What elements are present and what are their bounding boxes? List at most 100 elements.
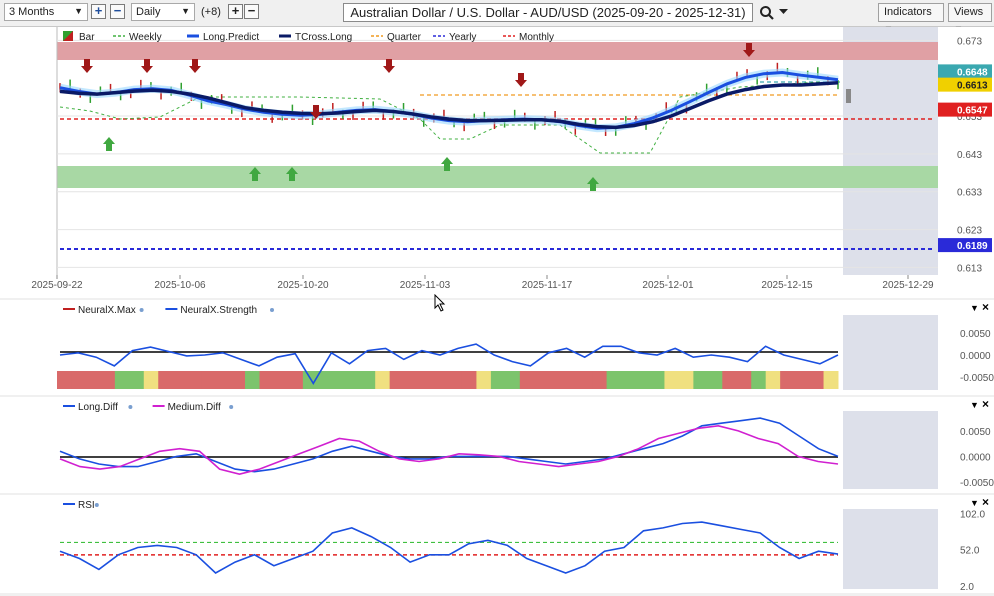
date-axis: 2025-09-22 2025-10-06 2025-10-20 2025-11-03… [31,275,934,291]
strength-blocks [57,371,839,389]
series-line-tcross-long [59,80,839,130]
strength-block [129,371,145,389]
indicators-button[interactable]: Indicators ▼ [878,3,944,34]
remove-button[interactable]: − [244,4,259,19]
diff-chart[interactable]: Long.Diff Medium.Diff 0.0050 0.0000 -0.0050… [0,397,994,493]
legend-label-tcross-long: TCross.Long [295,32,352,43]
price-tag-label: 0.6547 [957,106,988,117]
rsi-panel: RSI 102.0 52.0 2.0 ▼ × [0,495,994,593]
date-tick-label: 2025-11-03 [400,280,451,291]
strength-block [823,371,839,389]
legend-label-yearly: Yearly [449,32,476,43]
price-tags: 0.6648 0.6613 0.6547 0.6189 [938,64,992,253]
date-tick-label: 2025-11-17 [522,280,573,291]
price-y-tick: 0.673 [957,36,982,47]
collapse-icon[interactable]: ▼ [970,303,979,313]
strength-block [678,371,694,389]
views-button[interactable]: Views ▼ [948,3,992,34]
last-bar [846,89,851,103]
strength-block [505,371,521,389]
settings-dot-icon [270,308,274,312]
strength-block [114,371,130,389]
rsi-legend: RSI [63,500,99,511]
zoom-out-button[interactable]: − [110,4,125,19]
price-chart[interactable]: Bar Weekly Long.Predict TCross.Long Quarter Y… [0,27,994,298]
strength-block [664,371,680,389]
diff-y-ticks: 0.0050 0.0000 -0.0050 [960,427,994,489]
bar-legend-icon-half [63,31,73,41]
rsi-chart[interactable]: RSI 102.0 52.0 2.0 ▼ × [0,495,994,593]
strength-block [621,371,637,389]
strength-block [100,371,116,389]
strength-block [71,371,87,389]
mouse-cursor-icon [434,294,446,312]
strength-block [389,371,405,389]
strength-block [331,371,347,389]
date-tick-label: 2025-12-15 [761,280,813,291]
strength-block [317,371,333,389]
close-icon[interactable]: × [982,300,989,314]
rsi-y-ticks: 102.0 52.0 2.0 [960,509,985,593]
close-icon[interactable]: × [982,495,989,509]
price-tag-label: 0.6613 [957,81,988,92]
y-tick-label: 2.0 [960,582,974,593]
strength-block [201,371,217,389]
symbol-title[interactable]: Australian Dollar / U.S. Dollar - AUD/US… [343,3,753,22]
extra-count: (+8) [201,6,221,18]
range-select[interactable]: 3 Months ▼ [4,3,88,21]
range-label: 3 Months [9,6,55,18]
strength-block [606,371,622,389]
neuralx-panel: NeuralX.Max NeuralX.Strength 0.0050 0.0000… [0,300,994,395]
strength-block [765,371,781,389]
neuralx-chart[interactable]: NeuralX.Max NeuralX.Strength 0.0050 0.0000… [0,300,994,395]
chevron-down-icon: ▼ [74,6,83,16]
strength-block [490,371,506,389]
strength-block [447,371,463,389]
price-y-tick: 0.643 [957,150,982,161]
interval-label: Daily [136,6,161,18]
diff-lines [59,417,839,476]
price-y-tick: 0.633 [957,188,982,199]
views-label: Views [954,6,984,18]
settings-dot-icon [229,405,234,409]
legend-label-medium-diff: Medium.Diff [168,402,221,413]
series-line-medium-diff [59,424,839,476]
search-icon[interactable] [759,5,777,21]
strength-block [751,371,767,389]
strength-block [794,371,810,389]
buy-arrow-icon [441,157,453,171]
strength-block [230,371,246,389]
series-line-neuralx-strength [59,343,839,385]
strength-block [592,371,608,389]
legend-label-rsi: RSI [78,500,95,511]
sell-arrow-icon [515,73,527,87]
price-tag-bg [938,77,992,92]
price-panel: Bar Weekly Long.Predict TCross.Long Quarter Y… [0,27,994,298]
legend-label-neuralx-strength: NeuralX.Strength [180,305,257,316]
collapse-icon[interactable]: ▼ [970,400,979,410]
strength-block [259,371,275,389]
chevron-down-icon[interactable] [779,9,788,15]
price-tag-label: 0.6189 [957,241,988,252]
legend-label-quarter: Quarter [387,32,422,43]
sell-arrow-icon [81,59,93,73]
strength-block [519,371,535,389]
strength-block [375,371,391,389]
add-button[interactable]: + [228,4,243,19]
settings-dot-icon [139,308,144,312]
legend-label-weekly: Weekly [129,32,162,43]
sell-arrow-icon [141,59,153,73]
strength-block [707,371,723,389]
price-grid [57,39,938,268]
y-tick-label: -0.0050 [960,373,994,384]
y-tick-label: -0.0050 [960,478,994,489]
collapse-icon[interactable]: ▼ [970,498,979,508]
y-tick-label: 0.0050 [960,427,991,438]
plus-icon: + [94,3,103,18]
zoom-in-button[interactable]: + [91,4,106,19]
interval-select[interactable]: Daily ▼ [131,3,195,21]
neuralx-legend: NeuralX.Max NeuralX.Strength [63,305,274,316]
strength-block [693,371,709,389]
future-zone [843,509,938,589]
close-icon[interactable]: × [982,397,989,411]
